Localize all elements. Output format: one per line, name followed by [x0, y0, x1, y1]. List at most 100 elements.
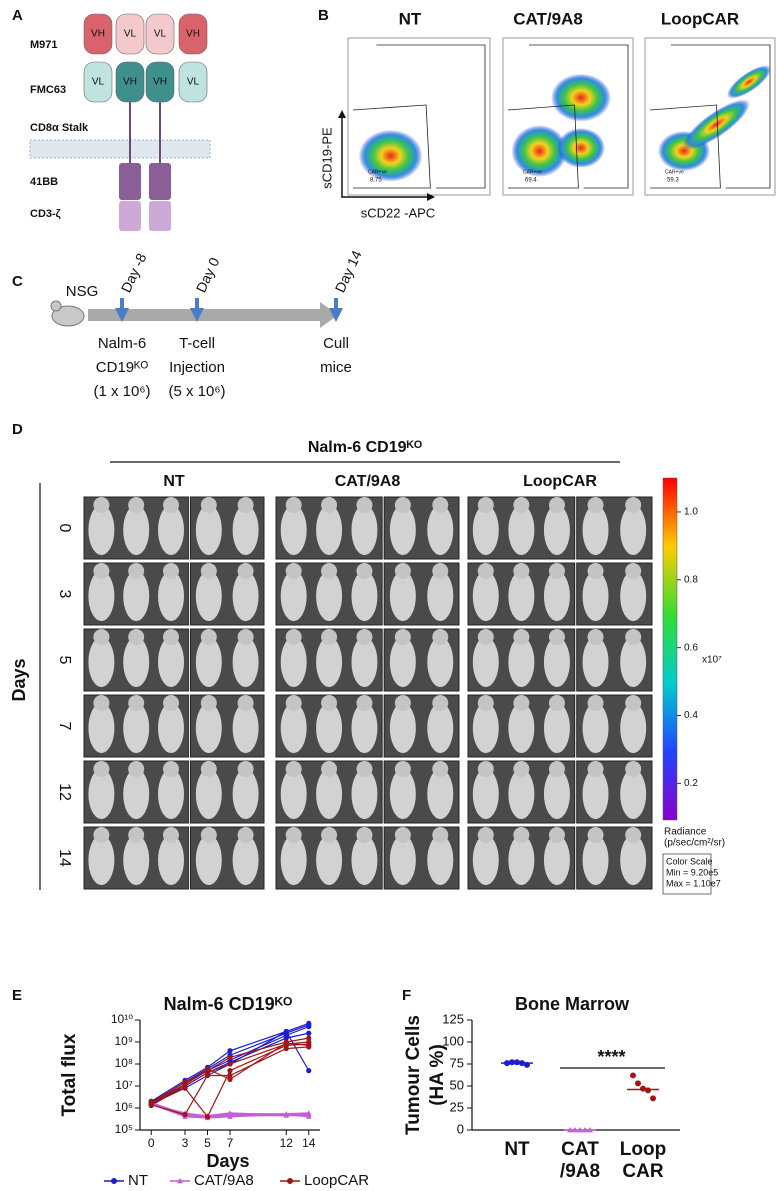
mouse-head [587, 497, 604, 513]
y-tick-label: 10⁵ [115, 1122, 133, 1136]
mouse-head [321, 563, 338, 579]
mouse [195, 505, 222, 555]
data-point [650, 1095, 656, 1102]
data-point [227, 1061, 233, 1067]
mouse-head [237, 497, 254, 513]
mouse-head [432, 761, 449, 777]
event-arrow [195, 298, 199, 310]
mouse [158, 637, 184, 687]
mouse [88, 769, 115, 819]
y-tick-label: 25 [450, 1099, 464, 1114]
mouse [508, 637, 535, 687]
y-tick-label: 10¹⁰ [111, 1012, 133, 1026]
mouse [195, 769, 222, 819]
series-line [150, 1022, 309, 1102]
density [683, 99, 750, 150]
mouse-head [321, 761, 338, 777]
mouse [232, 769, 259, 819]
mouse-head [394, 827, 411, 843]
x-tick-label: 7 [227, 1136, 234, 1150]
mouse-head [200, 497, 217, 513]
x-axis-label: Days [206, 1151, 249, 1171]
category-label: CAR [622, 1161, 663, 1182]
mouse-head [285, 497, 302, 513]
mouse [316, 571, 343, 621]
density [511, 125, 568, 178]
mouse-head [548, 563, 565, 579]
mouse [88, 637, 115, 687]
y-tick-label: 10⁸ [115, 1056, 133, 1070]
mouse [582, 637, 609, 687]
mouse-head [587, 563, 604, 579]
mouse [620, 637, 647, 687]
mouse [543, 505, 570, 555]
mouse [620, 835, 647, 885]
mouse-head [128, 761, 145, 777]
y-tick-label: 10⁶ [115, 1100, 133, 1114]
mouse [620, 505, 647, 555]
mouse-head [200, 629, 217, 645]
mouse [351, 835, 378, 885]
event-text: Cull [323, 335, 349, 352]
mouse-head [548, 695, 565, 711]
mouse-head [128, 497, 145, 513]
mouse [280, 571, 307, 621]
domain-text: VH [91, 29, 105, 40]
mouse-head [477, 629, 494, 645]
mouse [316, 769, 343, 819]
mouse-head [477, 497, 494, 513]
data-point [227, 1114, 233, 1119]
mouse [389, 703, 416, 753]
mouse [543, 835, 570, 885]
domain-text: VL [124, 29, 137, 40]
data-point [204, 1072, 211, 1079]
event-text: (1 x 10⁶) [93, 383, 150, 400]
mouse [88, 703, 115, 753]
mouse [316, 835, 343, 885]
mouse-head [321, 827, 338, 843]
mouse [389, 835, 416, 885]
x-tick-label: 0 [148, 1136, 155, 1150]
mouse-head [587, 827, 604, 843]
mouse-head [513, 827, 530, 843]
day-number: 3 [56, 590, 73, 599]
mouse-head [548, 761, 565, 777]
data-point [306, 1030, 312, 1036]
domain [83, 13, 113, 55]
mouse [123, 769, 150, 819]
mouse-head [356, 497, 373, 513]
mouse-head [548, 629, 565, 645]
mouse-head [200, 761, 217, 777]
mouse [472, 637, 499, 687]
mouse-head [200, 827, 217, 843]
mouse [123, 703, 150, 753]
colorbar-tick-label: 1.0 [684, 507, 698, 518]
legend-marker [111, 1178, 117, 1184]
colorbar-tick-label: 0.2 [684, 778, 698, 789]
mouse-head [237, 695, 254, 711]
mouse-head [432, 827, 449, 843]
data-point [227, 1068, 233, 1074]
mouse [620, 571, 647, 621]
mouse [351, 505, 378, 555]
mouse [620, 703, 647, 753]
x-tick-label: 5 [204, 1136, 211, 1150]
mouse [582, 769, 609, 819]
y-tick-label: 125 [442, 1011, 464, 1026]
day-label: Day -8 [118, 251, 150, 295]
mouse [508, 769, 535, 819]
mouse [472, 703, 499, 753]
scale-box-text: Max = 1.10e7 [666, 878, 721, 888]
density [358, 129, 423, 182]
domain [115, 13, 145, 55]
mouse [582, 703, 609, 753]
domain-text: VL [154, 29, 167, 40]
panel-label: E [12, 987, 22, 1004]
mouse [158, 835, 184, 885]
data-point [514, 1059, 520, 1066]
group-label: CAT/9A8 [335, 473, 401, 490]
mouse [472, 835, 499, 885]
data-point [227, 1054, 233, 1060]
y-tick-label: 50 [450, 1077, 464, 1092]
days-axis-label: Days [9, 658, 29, 701]
